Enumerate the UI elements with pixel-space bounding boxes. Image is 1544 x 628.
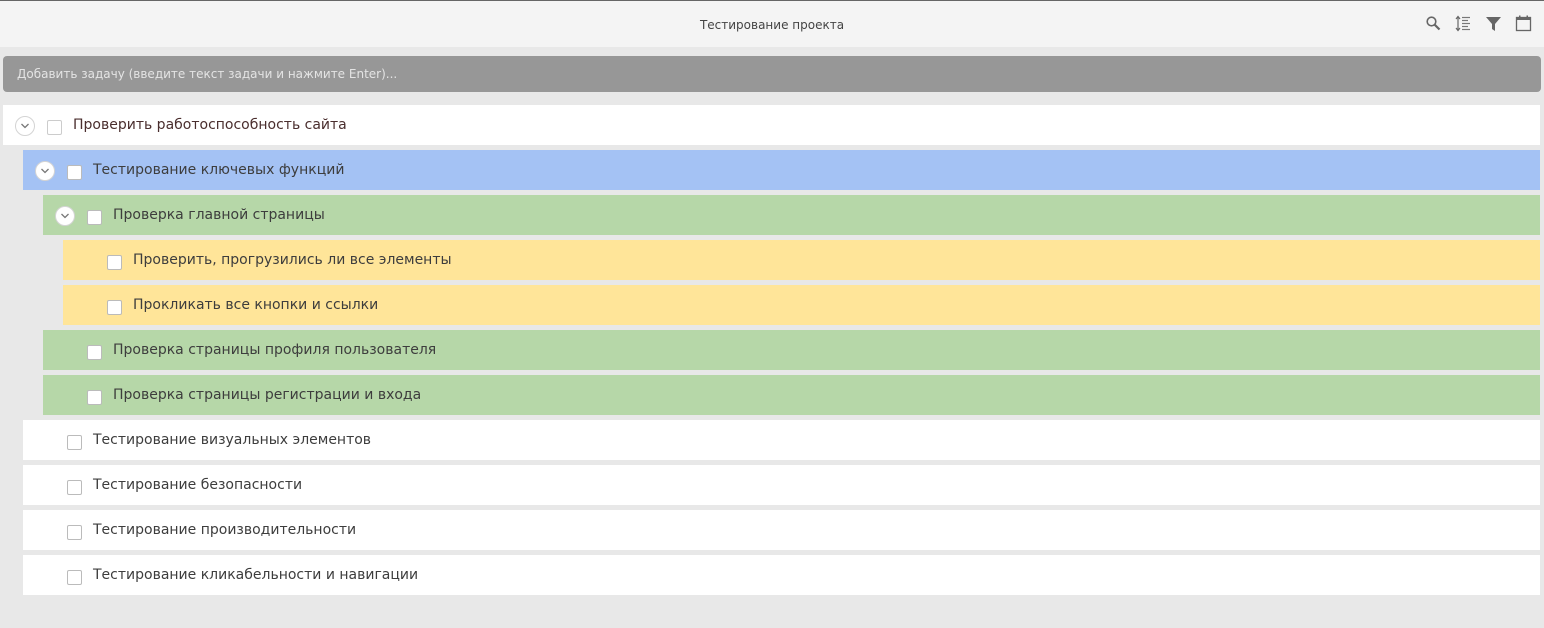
task-label: Проверка страницы профиля пользователя bbox=[113, 342, 437, 358]
task-checkbox[interactable] bbox=[67, 480, 82, 495]
task-checkbox[interactable] bbox=[87, 210, 102, 225]
task-row[interactable]: Тестирование кликабельности и навигации bbox=[23, 555, 1540, 595]
task-label: Проверка страницы регистрации и входа bbox=[113, 387, 422, 403]
task-row[interactable]: Проверка главной страницы bbox=[43, 195, 1540, 235]
task-row[interactable]: Тестирование ключевых функций bbox=[23, 150, 1540, 190]
task-checkbox[interactable] bbox=[67, 435, 82, 450]
task-label: Тестирование производительности bbox=[93, 522, 357, 538]
task-checkbox[interactable] bbox=[87, 345, 102, 360]
task-label: Прокликать все кнопки и ссылки bbox=[133, 297, 379, 313]
task-row[interactable]: Проверка страницы профиля пользователя bbox=[43, 330, 1540, 370]
task-row[interactable]: Прокликать все кнопки и ссылки bbox=[63, 285, 1540, 325]
task-checkbox[interactable] bbox=[87, 390, 102, 405]
sort-icon[interactable] bbox=[1455, 15, 1472, 32]
task-label: Проверить, прогрузились ли все элементы bbox=[133, 252, 452, 268]
task-checkbox[interactable] bbox=[67, 165, 82, 180]
task-row[interactable]: Проверка страницы регистрации и входа bbox=[43, 375, 1540, 415]
chevron-down-icon[interactable] bbox=[35, 161, 55, 181]
header: Тестирование проекта bbox=[0, 1, 1544, 47]
task-label: Тестирование ключевых функций bbox=[93, 162, 345, 178]
task-label: Проверка главной страницы bbox=[113, 207, 325, 223]
task-label: Тестирование кликабельности и навигации bbox=[93, 567, 419, 583]
task-row[interactable]: Тестирование безопасности bbox=[23, 465, 1540, 505]
task-row[interactable]: Тестирование производительности bbox=[23, 510, 1540, 550]
task-checkbox[interactable] bbox=[107, 300, 122, 315]
task-row[interactable]: Проверить, прогрузились ли все элементы bbox=[63, 240, 1540, 280]
task-checkbox[interactable] bbox=[107, 255, 122, 270]
search-icon[interactable] bbox=[1425, 15, 1442, 32]
task-checkbox[interactable] bbox=[67, 525, 82, 540]
chevron-down-icon[interactable] bbox=[15, 116, 35, 136]
calendar-icon[interactable] bbox=[1515, 15, 1532, 32]
add-task-input[interactable] bbox=[3, 56, 1541, 92]
filter-icon[interactable] bbox=[1485, 15, 1502, 32]
task-row[interactable]: Тестирование визуальных элементов bbox=[23, 420, 1540, 460]
task-label: Тестирование безопасности bbox=[93, 477, 303, 493]
task-checkbox[interactable] bbox=[67, 570, 82, 585]
task-label: Проверить работоспособность сайта bbox=[73, 117, 347, 133]
chevron-down-icon[interactable] bbox=[55, 206, 75, 226]
task-checkbox[interactable] bbox=[47, 120, 62, 135]
page-title: Тестирование проекта bbox=[699, 18, 845, 32]
task-row[interactable]: Проверить работоспособность сайта bbox=[3, 105, 1540, 145]
task-label: Тестирование визуальных элементов bbox=[93, 432, 372, 448]
